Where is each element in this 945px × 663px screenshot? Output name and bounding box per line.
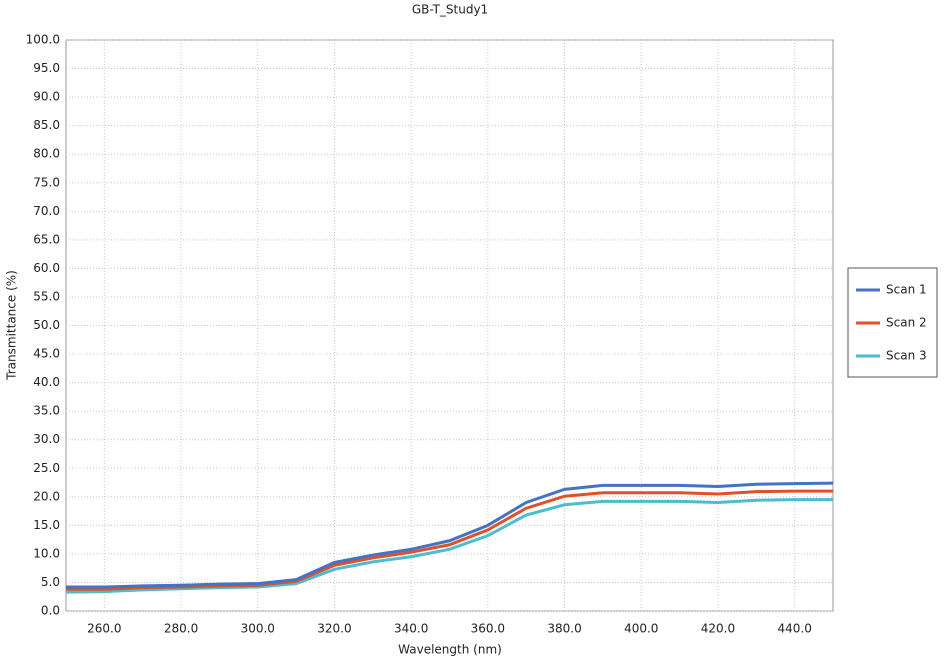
x-tick-label: 440.0 (777, 622, 811, 636)
y-tick-label: 40.0 (33, 375, 60, 389)
y-tick-label: 90.0 (33, 90, 60, 104)
y-tick-label: 20.0 (33, 489, 60, 503)
x-axis-label: Wavelength (nm) (398, 643, 502, 657)
y-tick-label: 0.0 (41, 604, 60, 618)
y-tick-label: 25.0 (33, 461, 60, 475)
x-tick-label: 380.0 (547, 622, 581, 636)
y-tick-label: 80.0 (33, 147, 60, 161)
series-line (66, 481, 834, 589)
y-tick-label: 70.0 (33, 204, 60, 218)
y-tick-label: 45.0 (33, 347, 60, 361)
x-tick-label: 320.0 (317, 622, 351, 636)
legend-label: Scan 1 (886, 283, 927, 297)
legend-label: Scan 3 (886, 349, 927, 363)
y-tick-label: 30.0 (33, 432, 60, 446)
series-line (66, 489, 833, 591)
x-tick-label: 400.0 (624, 622, 658, 636)
y-tick-label: 100.0 (26, 33, 60, 47)
y-tick-label: 55.0 (33, 289, 60, 303)
x-tick-label: 420.0 (701, 622, 735, 636)
x-tick-label: 280.0 (164, 622, 198, 636)
y-tick-label: 50.0 (33, 318, 60, 332)
x-tick-label: 260.0 (87, 622, 121, 636)
series-line (65, 498, 833, 594)
y-tick-label: 5.0 (41, 575, 60, 589)
y-tick-label: 95.0 (33, 61, 60, 75)
y-tick-label: 10.0 (33, 546, 60, 560)
legend-label: Scan 2 (886, 316, 927, 330)
y-tick-label: 60.0 (33, 261, 60, 275)
x-tick-label: 360.0 (471, 622, 505, 636)
y-tick-label: 65.0 (33, 232, 60, 246)
y-axis-label: Transmittance (%) (5, 270, 19, 381)
y-tick-label: 85.0 (33, 118, 60, 132)
y-tick-label: 75.0 (33, 175, 60, 189)
y-tick-label: 35.0 (33, 404, 60, 418)
x-tick-label: 340.0 (394, 622, 428, 636)
y-tick-label: 15.0 (33, 518, 60, 532)
chart-title: GB-T_Study1 (412, 3, 488, 17)
x-tick-label: 300.0 (241, 622, 275, 636)
